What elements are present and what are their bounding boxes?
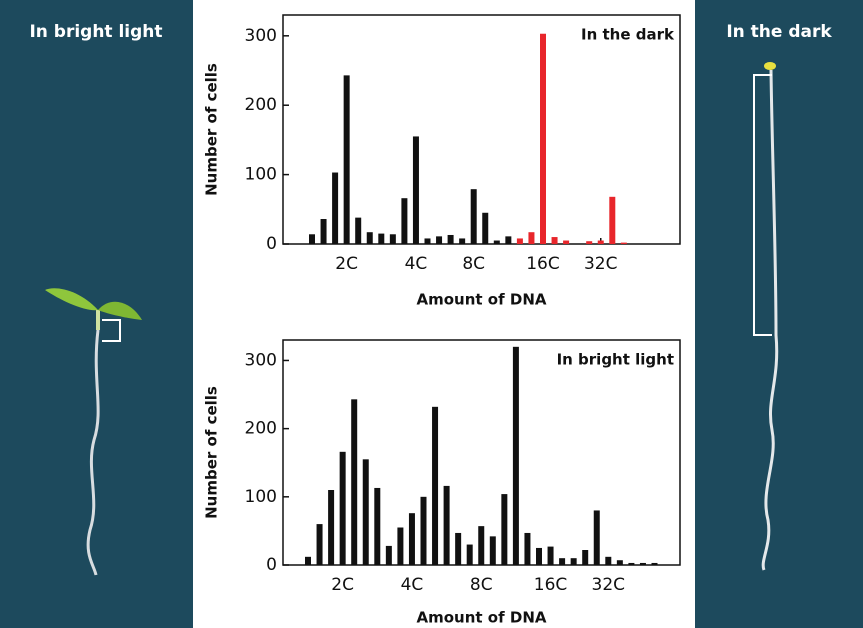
bar bbox=[321, 219, 327, 244]
bar bbox=[478, 526, 484, 565]
bar bbox=[552, 237, 558, 244]
bar bbox=[432, 407, 438, 565]
bar bbox=[351, 399, 357, 565]
x-tick-label: 16C bbox=[526, 254, 560, 274]
x-tick-label: 2C bbox=[331, 575, 354, 595]
y-tick-label: 200 bbox=[245, 95, 277, 115]
bar bbox=[305, 557, 311, 565]
bar bbox=[494, 241, 500, 244]
bar bbox=[517, 238, 523, 244]
bar bbox=[459, 238, 465, 244]
x-tick-label: 8C bbox=[462, 254, 485, 274]
x-tick-label: 8C bbox=[470, 575, 493, 595]
bar bbox=[524, 533, 530, 565]
bar bbox=[367, 232, 373, 244]
bar bbox=[559, 558, 565, 565]
bar bbox=[390, 234, 396, 244]
y-tick-label: 200 bbox=[245, 419, 277, 439]
x-tick-label: 4C bbox=[401, 575, 424, 595]
bar bbox=[621, 243, 627, 244]
bar bbox=[513, 347, 519, 565]
bar bbox=[536, 548, 542, 565]
bar bbox=[421, 497, 427, 565]
bar bbox=[617, 560, 623, 565]
bar bbox=[332, 173, 338, 244]
bar bbox=[609, 197, 615, 244]
y-tick-label: 300 bbox=[245, 350, 277, 370]
page: {"photos": {"left": "In bright light", "… bbox=[0, 0, 863, 628]
bar bbox=[628, 563, 634, 565]
figure: In bright light In the dark 0 100 200 300 2C… bbox=[0, 0, 863, 628]
bar bbox=[528, 232, 534, 244]
bar bbox=[598, 241, 604, 244]
bar bbox=[309, 234, 315, 244]
x-tick-label: 2C bbox=[335, 254, 358, 274]
bar bbox=[594, 510, 600, 565]
y-tick-label: 0 bbox=[266, 234, 277, 254]
bar bbox=[467, 545, 473, 565]
cotyledon bbox=[764, 62, 776, 70]
x-tick-label: 32C bbox=[592, 575, 626, 595]
bar bbox=[374, 488, 380, 565]
bar bbox=[444, 486, 450, 565]
bar bbox=[605, 557, 611, 565]
y-tick-label: 300 bbox=[245, 26, 277, 46]
x-tick-label: 32C bbox=[584, 254, 618, 274]
bar bbox=[409, 513, 415, 565]
x-tick-label: 16C bbox=[534, 575, 568, 595]
bar bbox=[548, 547, 554, 565]
y-axis-label: Number of cells bbox=[203, 63, 221, 196]
bar bbox=[397, 528, 403, 566]
bar bbox=[436, 236, 442, 244]
bar bbox=[563, 241, 569, 244]
bar bbox=[401, 198, 407, 244]
bar bbox=[425, 238, 431, 244]
bar bbox=[363, 459, 369, 565]
bar bbox=[640, 563, 646, 565]
bar bbox=[586, 241, 592, 244]
bar bbox=[540, 34, 546, 244]
y-axis-label: Number of cells bbox=[203, 386, 221, 519]
bar bbox=[413, 136, 419, 244]
photo-background bbox=[695, 0, 863, 628]
bar bbox=[501, 494, 507, 565]
bar bbox=[582, 550, 588, 565]
bar bbox=[482, 213, 488, 244]
x-axis-label: Amount of DNA bbox=[417, 609, 547, 627]
plot-frame bbox=[283, 15, 680, 244]
bar bbox=[340, 452, 346, 565]
bar bbox=[386, 546, 392, 565]
annotation: In the dark bbox=[581, 26, 675, 44]
annotation: In bright light bbox=[557, 351, 674, 369]
bar bbox=[490, 536, 496, 565]
x-tick-label: 4C bbox=[405, 254, 428, 274]
bar bbox=[571, 558, 577, 565]
bar bbox=[448, 235, 454, 244]
y-tick-label: 100 bbox=[245, 165, 277, 185]
bar bbox=[317, 524, 323, 565]
photo-title: In the dark bbox=[726, 22, 832, 42]
bar bbox=[378, 234, 384, 244]
y-tick-label: 0 bbox=[266, 555, 277, 575]
bar bbox=[344, 75, 350, 244]
photo-title: In bright light bbox=[29, 22, 162, 42]
bar bbox=[471, 189, 477, 244]
bar bbox=[455, 533, 461, 565]
bar bbox=[652, 563, 658, 565]
bar bbox=[328, 490, 334, 565]
bar bbox=[505, 236, 511, 244]
x-axis-label: Amount of DNA bbox=[417, 291, 547, 309]
y-tick-label: 100 bbox=[245, 487, 277, 507]
bar bbox=[355, 218, 361, 244]
